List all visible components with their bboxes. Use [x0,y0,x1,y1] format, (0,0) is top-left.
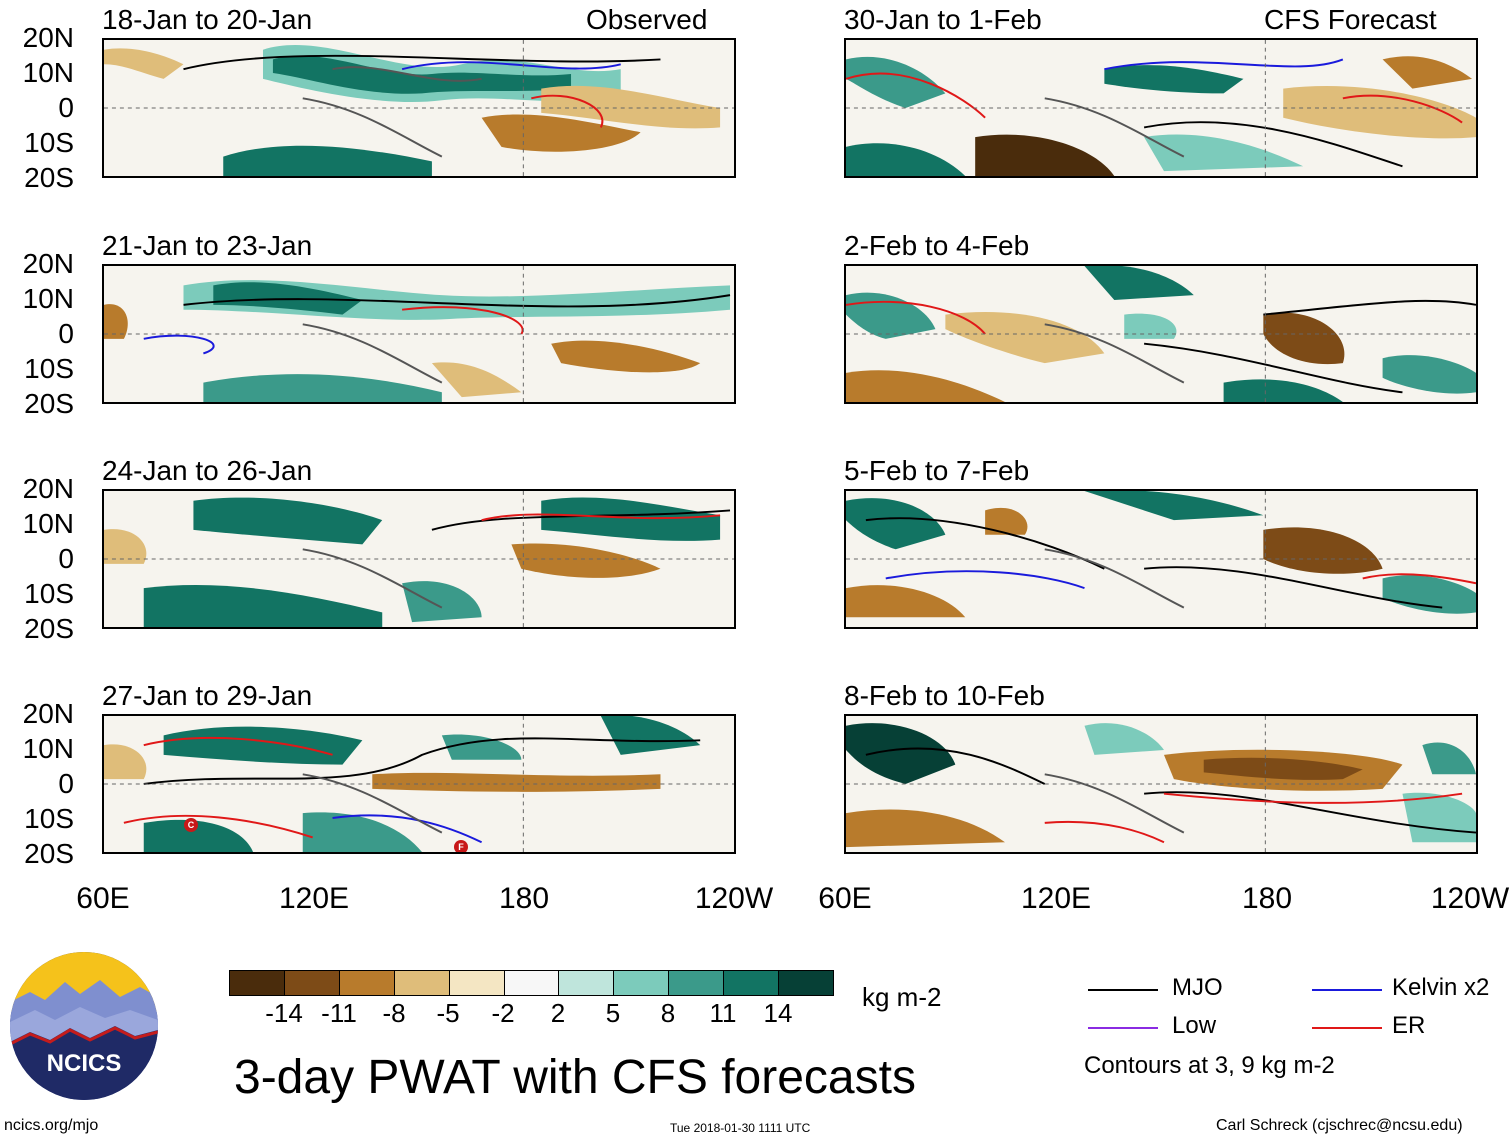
y-tick-0: 0 [58,92,74,123]
colorbar-swatch [339,971,395,995]
legend-kelvin-line [1312,989,1382,991]
colorbar-swatch [394,971,450,995]
colorbar-label: 8 [660,998,676,1028]
y-tick-10n: 10N [22,733,74,764]
observed-label: Observed [586,4,708,35]
map-panel-8feb [844,714,1478,854]
y-tick-10s: 10S [24,578,74,609]
legend-kelvin-label: Kelvin x2 [1392,974,1490,1001]
map-panel-2feb [844,264,1478,404]
legend-low-label: Low [1172,1012,1217,1039]
y-tick-10n: 10N [22,57,74,88]
x-tick-180: 180 [1241,882,1293,915]
y-tick-0: 0 [58,543,74,574]
colorbar-label: 11 [709,998,737,1028]
x-tick-180: 180 [498,882,550,915]
y-tick-20s: 20S [24,162,74,193]
colorbar-label: -2 [491,998,515,1028]
panel-title: 27-Jan to 29-Jan [102,680,313,711]
x-tick-120e: 120E [278,882,350,915]
legend-er-label: ER [1392,1012,1426,1039]
y-tick-0: 0 [58,768,74,799]
x-tick-120w: 120W [1430,882,1510,915]
colorbar-label: -11 [321,998,357,1028]
colorbar-label: -14 [265,998,303,1028]
y-tick-10n: 10N [22,283,74,314]
panel-title: 21-Jan to 23-Jan [102,230,313,261]
colorbar-swatch [449,971,505,995]
colorbar-label: 2 [550,998,566,1028]
legend-mjo-line [1088,989,1158,991]
map-panel-21jan [102,264,736,404]
y-tick-20s: 20S [24,388,74,419]
x-tick-60e: 60E [818,882,872,915]
y-tick-10s: 10S [24,127,74,158]
chart-title: 3-day PWAT with CFS forecasts [234,1051,916,1104]
colorbar-label: -5 [436,998,460,1028]
y-tick-10s: 10S [24,803,74,834]
y-tick-10n: 10N [22,508,74,539]
logo-text: NCICS [46,1050,122,1077]
legend-low-line [1088,1027,1158,1029]
panel-title: 18-Jan to 20-Jan [102,4,313,35]
legend-er-line [1312,1027,1382,1029]
storm-marker-c: C [184,818,198,832]
colorbar-swatch [284,971,340,995]
colorbar-units: kg m-2 [862,982,942,1012]
map-panel-5feb [844,489,1478,629]
x-tick-60e: 60E [76,882,130,915]
map-panel-30jan [844,38,1478,178]
y-tick-20n: 20N [22,698,74,729]
colorbar-swatch [779,971,833,995]
storm-marker-f: F [454,840,468,852]
cfs-forecast-label: CFS Forecast [1264,4,1437,35]
panel-title: 5-Feb to 7-Feb [844,455,1030,486]
y-tick-20n: 20N [22,22,74,53]
legend-mjo-label: MJO [1172,974,1223,1001]
colorbar-swatch [614,971,670,995]
panel-title: 8-Feb to 10-Feb [844,680,1045,711]
legend-note: Contours at 3, 9 kg m-2 [1084,1052,1335,1079]
colorbar-swatch [724,971,780,995]
colorbar-swatch [559,971,615,995]
footer-timestamp: Tue 2018-01-30 1111 UTC [670,1121,811,1135]
y-tick-20s: 20S [24,838,74,869]
panel-title: 2-Feb to 4-Feb [844,230,1030,261]
ncics-logo: NCICS [10,952,158,1100]
colorbar-swatch [669,971,725,995]
map-panel-18jan [102,38,736,178]
panel-title: 24-Jan to 26-Jan [102,455,313,486]
colorbar-swatch [504,971,560,995]
colorbar [229,970,834,996]
colorbar-label: -8 [382,998,406,1028]
panel-title: 30-Jan to 1-Feb [844,4,1042,35]
colorbar-label: 14 [763,998,793,1028]
x-tick-120w: 120W [694,882,774,915]
y-tick-10s: 10S [24,353,74,384]
map-panel-27jan: C F [102,714,736,854]
footer-author: Carl Schreck (cjschrec@ncsu.edu) [1216,1117,1463,1134]
colorbar-label: 5 [605,998,621,1028]
colorbar-swatch [230,971,285,995]
y-tick-20n: 20N [22,248,74,279]
map-panel-24jan [102,489,736,629]
y-tick-20s: 20S [24,613,74,644]
footer-url[interactable]: ncics.org/mjo [4,1117,99,1134]
x-tick-120e: 120E [1020,882,1092,915]
y-tick-0: 0 [58,318,74,349]
y-tick-20n: 20N [22,473,74,504]
